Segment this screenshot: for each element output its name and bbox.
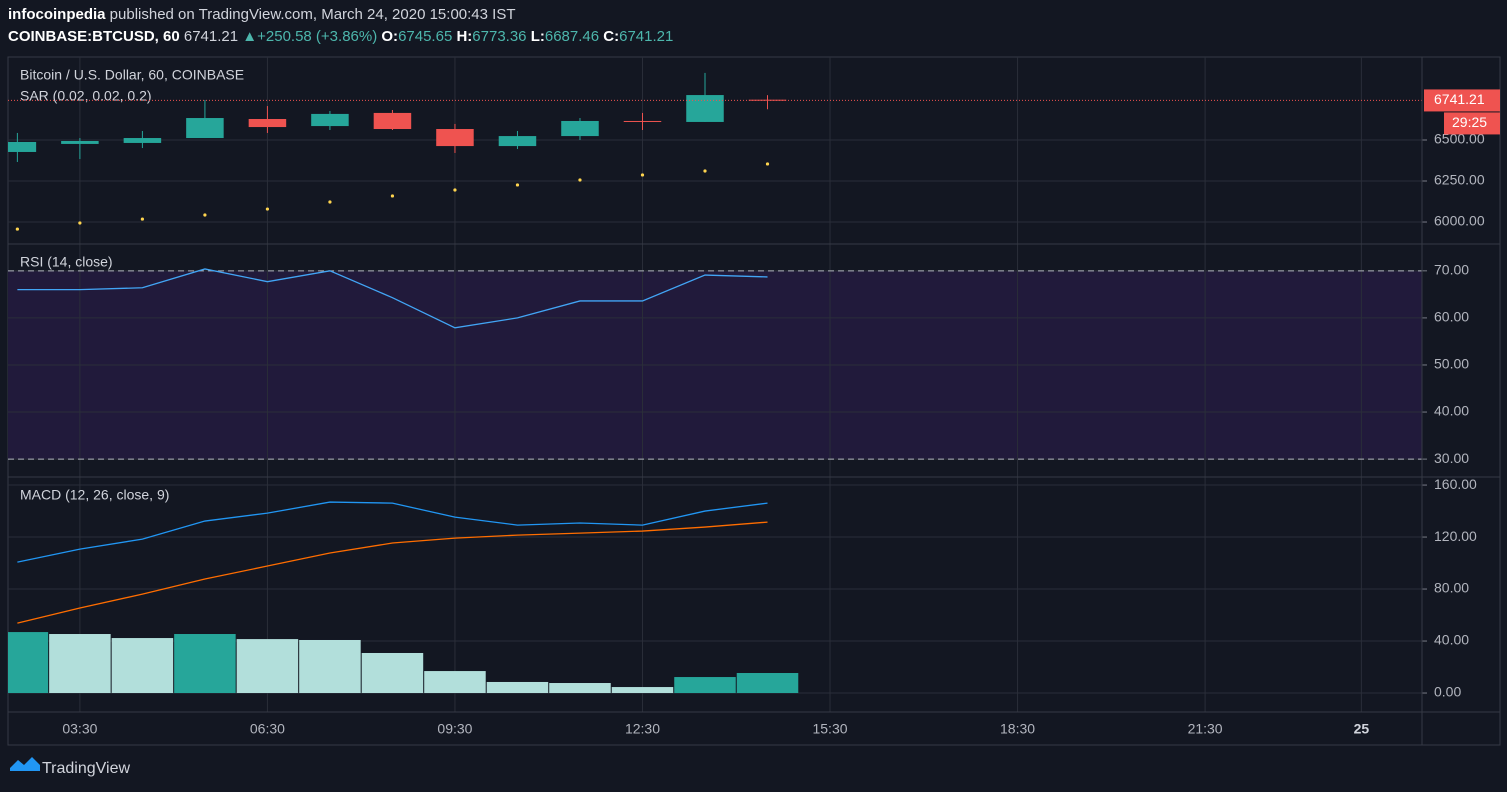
- pane-title: MACD (12, 26, close, 9): [20, 487, 169, 503]
- chart-frame: [7, 56, 1501, 746]
- histogram-bar: [486, 681, 549, 694]
- pane: [8, 244, 1422, 477]
- candle-body: [311, 113, 349, 127]
- indicator-line: [17, 501, 768, 563]
- sar-dot: [265, 207, 270, 211]
- y-tick-label: 60.00: [1434, 309, 1469, 325]
- y-tick-label: 0.00: [1434, 684, 1461, 700]
- indicator-line: [17, 521, 768, 624]
- l-label: L:: [530, 28, 545, 45]
- sar-dot: [765, 162, 770, 166]
- histogram-bar: [111, 638, 174, 694]
- arrow: ▲: [242, 28, 258, 45]
- candle-body: [8, 141, 37, 152]
- y-tick-label: 6250.00: [1434, 172, 1485, 188]
- candle-body: [61, 140, 99, 144]
- sar-dot: [578, 178, 582, 182]
- h-label: H:: [456, 28, 473, 45]
- y-tick-label: 50.00: [1434, 356, 1469, 372]
- price-tag-label: 6741.21: [1434, 91, 1485, 107]
- histogram-bar: [174, 634, 236, 694]
- x-tick-label: 18:30: [1000, 721, 1035, 737]
- published: published on TradingView.com, March 24, …: [109, 6, 516, 23]
- histogram-bar: [236, 639, 299, 694]
- h-value: 6773.36: [472, 28, 527, 45]
- histogram-bar: [299, 639, 361, 694]
- y-tick-label: 40.00: [1434, 632, 1469, 648]
- o-value: 6745.65: [398, 28, 453, 45]
- sar-dot: [453, 188, 457, 192]
- y-tick-label: 80.00: [1434, 580, 1469, 596]
- candle-body: [686, 95, 724, 122]
- c-label: C:: [603, 28, 620, 45]
- candle-body: [186, 118, 224, 139]
- brand: TradingView: [42, 760, 130, 777]
- indicator-line: [17, 268, 768, 329]
- sar-dot: [703, 169, 707, 173]
- countdown-label: 29:25: [1452, 114, 1487, 130]
- countdown-tag: [1444, 112, 1500, 135]
- candle-body: [436, 129, 474, 147]
- y-tick-label: 40.00: [1434, 403, 1469, 419]
- change: +250.58 (+3.86%): [257, 28, 378, 45]
- last-price: 6741.21: [183, 28, 239, 45]
- sar-dot: [203, 213, 207, 217]
- rsi-band: [8, 270, 1422, 460]
- histogram-bar: [549, 683, 611, 694]
- sar-dot: [328, 200, 332, 204]
- publish-line: infocoinpedia published on TradingView.c…: [8, 6, 516, 23]
- pane: [8, 477, 1422, 712]
- sar-dot: [515, 183, 520, 187]
- candle-body: [123, 138, 162, 143]
- series-name: SAR (0.02, 0.02, 0.2): [20, 88, 152, 104]
- o-label: O:: [381, 28, 399, 45]
- author: infocoinpedia: [8, 6, 106, 23]
- y-tick-label: 70.00: [1434, 262, 1469, 278]
- pane: [8, 57, 1422, 244]
- l-value: 6687.46: [544, 28, 600, 45]
- candle-body: [748, 99, 787, 101]
- sar-dot: [15, 227, 19, 231]
- histogram-bar: [49, 634, 111, 694]
- histogram-bar: [611, 687, 674, 694]
- x-tick-label: 15:30: [812, 721, 847, 737]
- pane-title: Bitcoin / U.S. Dollar, 60, COINBASE: [20, 67, 244, 83]
- histogram-bar: [674, 677, 736, 694]
- candle-body: [498, 136, 537, 147]
- candle-body: [248, 119, 287, 128]
- logo-icon: [10, 757, 40, 771]
- histogram-bar: [424, 671, 486, 694]
- histogram-bar: [361, 652, 424, 694]
- x-tick-label: 03:30: [62, 721, 97, 737]
- y-tick-label: 30.00: [1434, 450, 1469, 466]
- y-tick-label: 120.00: [1434, 528, 1477, 544]
- candle-body: [561, 120, 599, 137]
- symbol: COINBASE:BTCUSD, 60: [8, 28, 180, 45]
- quote-line: COINBASE:BTCUSD, 60 6741.21 ▲+250.58 (+3…: [8, 28, 673, 45]
- pane-title: RSI (14, close): [20, 254, 113, 270]
- y-tick-label: 160.00: [1434, 476, 1477, 492]
- x-tick-label: 21:30: [1188, 721, 1223, 737]
- sar-dot: [640, 173, 645, 177]
- candle-body: [373, 112, 412, 130]
- x-tick-label: 06:30: [250, 721, 285, 737]
- sar-dot: [78, 221, 82, 225]
- x-tick-label: 12:30: [625, 721, 660, 737]
- histogram-bar: [736, 673, 799, 694]
- sar-dot: [140, 217, 144, 221]
- x-tick-label: 09:30: [437, 721, 472, 737]
- sar-dot: [390, 194, 395, 198]
- price-tag: [1424, 89, 1500, 112]
- candle-body: [623, 120, 662, 122]
- y-tick-label: 6000.00: [1434, 213, 1485, 229]
- x-tick-label: 25: [1354, 721, 1370, 737]
- y-tick-label: 6500.00: [1434, 131, 1485, 147]
- histogram-bar: [8, 632, 49, 694]
- c-value: 6741.21: [619, 28, 674, 45]
